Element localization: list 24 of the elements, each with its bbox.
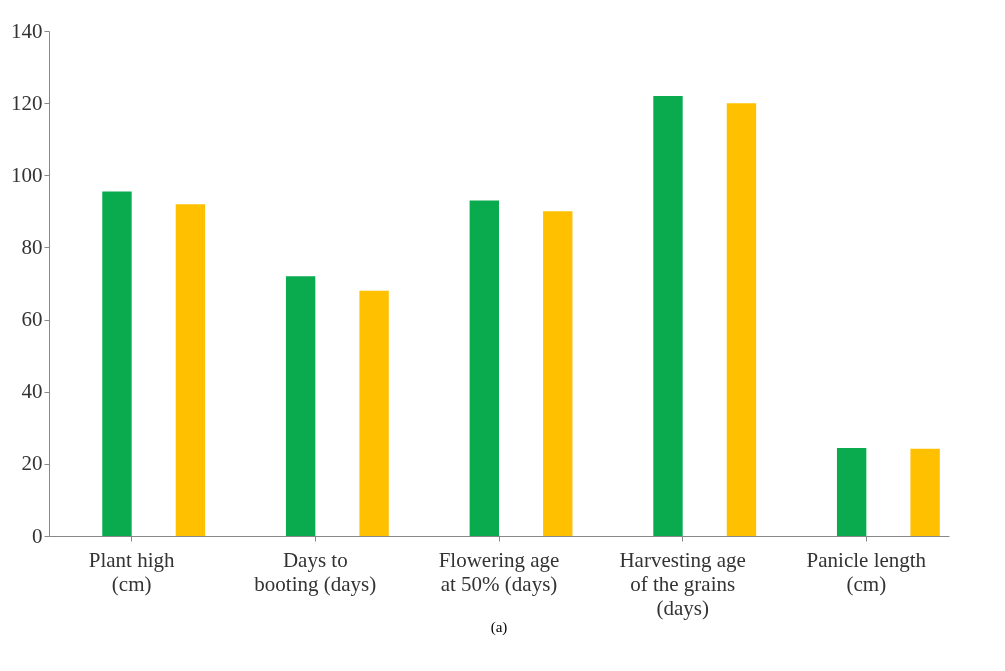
x-tick-label: Flowering age at 50% (days) <box>438 547 560 596</box>
bar <box>102 191 132 536</box>
bar <box>469 200 499 536</box>
bar <box>726 103 757 536</box>
y-tick-label: 140 <box>11 18 43 43</box>
y-tick-label: 80 <box>21 234 43 259</box>
bar <box>836 447 867 536</box>
x-tick-label: Days to booting (days) <box>254 547 377 596</box>
bar <box>175 204 206 536</box>
bar <box>653 95 683 536</box>
x-tick-label: Harvesting age of the grains (days) <box>619 547 746 620</box>
y-tick-label: 120 <box>11 90 43 115</box>
bar <box>910 448 940 536</box>
x-tick-label: Panicle length (cm) <box>806 547 927 596</box>
bar <box>359 290 389 536</box>
y-tick-label: 40 <box>21 379 43 404</box>
text: (a) <box>490 619 508 636</box>
x-tick-label: Plant high (cm) <box>88 547 176 596</box>
y-tick-label: 100 <box>11 162 43 187</box>
bar <box>285 276 316 536</box>
y-tick-label: 60 <box>21 307 43 332</box>
y-tick-label: 20 <box>21 451 43 476</box>
bar <box>543 211 573 536</box>
y-tick-label: 0 <box>32 523 43 548</box>
